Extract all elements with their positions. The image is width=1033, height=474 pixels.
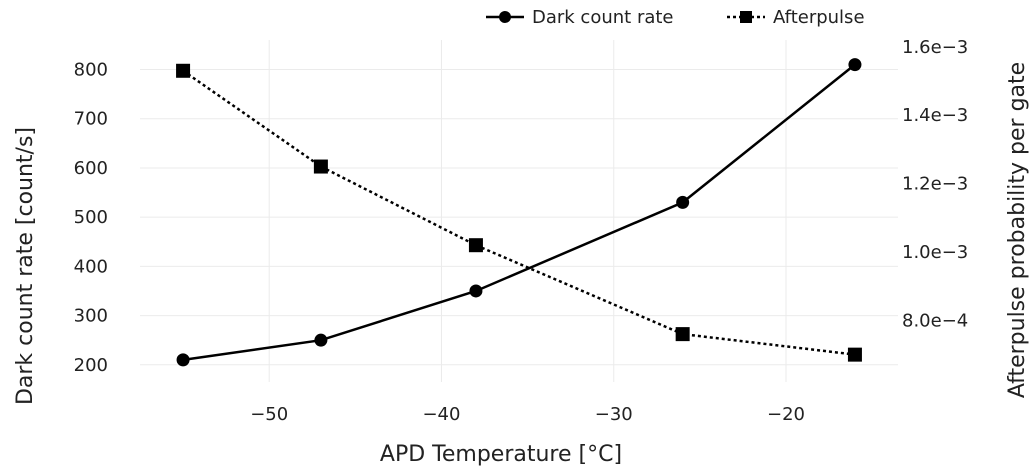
y-tick-label: 200 [74, 355, 108, 376]
y2-tick-label: 1.4e−3 [902, 105, 968, 126]
x-axis-title: APD Temperature [°C] [380, 442, 622, 467]
legend: Dark count rate Afterpulse [486, 7, 865, 28]
legend-label-dark-count: Dark count rate [532, 7, 674, 28]
y-tick-label: 700 [74, 109, 108, 130]
x-tick-label: −50 [250, 404, 288, 425]
data-point-afterpulse [468, 238, 483, 253]
y-tick-label: 400 [74, 256, 108, 277]
data-point-dark-count-rate [469, 284, 483, 298]
data-point-afterpulse [847, 347, 862, 362]
data-point-afterpulse [675, 327, 690, 342]
data-point-dark-count-rate [176, 353, 190, 367]
y2-tick-label: 1.2e−3 [902, 174, 968, 195]
data-point-afterpulse [313, 159, 328, 174]
legend-label-afterpulse: Afterpulse [773, 7, 865, 28]
y2-tick-label: 8.0e−4 [902, 310, 968, 331]
x-tick-label: −30 [595, 404, 633, 425]
x-tick-label: −20 [767, 404, 805, 425]
series-line-afterpulse [182, 69, 856, 356]
y-tick-label: 500 [74, 207, 108, 228]
axes-layer: APD Temperature [°C] Dark count rate [co… [13, 37, 1030, 467]
y-tick-label: 600 [74, 158, 108, 179]
data-point-dark-count-rate [676, 195, 690, 209]
data-point-afterpulse [176, 63, 191, 78]
x-tick-label: −40 [422, 404, 460, 425]
legend-marker-square [740, 11, 752, 23]
data-point-dark-count-rate [314, 333, 328, 347]
y-tick-label: 800 [74, 60, 108, 81]
y-axis-title: Dark count rate [count/s] [13, 127, 38, 405]
y2-tick-label: 1.6e−3 [902, 37, 968, 58]
series-layer [176, 58, 862, 367]
y-tick-label: 300 [74, 306, 108, 327]
data-point-dark-count-rate [848, 58, 862, 72]
y2-axis-title: Afterpulse probability per gate [1005, 62, 1030, 398]
legend-marker-circle [499, 11, 511, 23]
grid-layer [140, 40, 898, 382]
y2-tick-label: 1.0e−3 [902, 242, 968, 263]
